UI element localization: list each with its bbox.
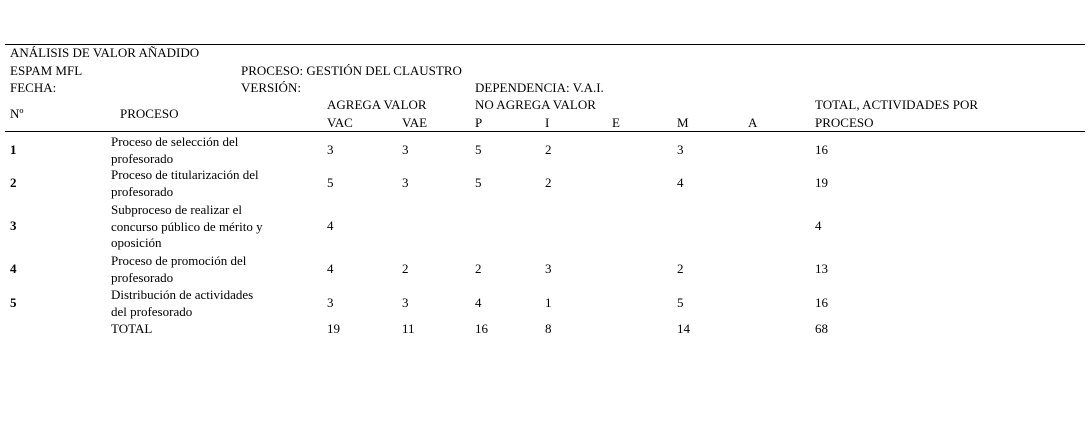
org: ESPAM MFL (10, 63, 83, 78)
process-name: profesorado (111, 183, 174, 199)
process-name: Distribución de actividades (111, 287, 254, 302)
row-number: 2 (10, 175, 17, 190)
total-value: 19 (327, 321, 340, 336)
title: ANÁLISIS DE VALOR AÑADIDO (10, 45, 200, 60)
col-header: VAC (327, 115, 353, 130)
cell-value: 3 (545, 261, 552, 276)
col-header: E (612, 115, 620, 130)
col-header: P (475, 115, 483, 130)
row-number: 3 (10, 218, 17, 233)
total-value: 14 (677, 321, 690, 336)
cell-value: 3 (402, 295, 409, 310)
cell-value: 4 (327, 261, 334, 276)
col-total: PROCESO (815, 115, 874, 130)
cell-value: 5 (475, 175, 482, 190)
process-name: profesorado (111, 150, 174, 166)
cell-value: 3 (327, 142, 334, 157)
col-total: TOTAL, ACTIVIDADES POR (815, 97, 979, 112)
total-value: 8 (545, 321, 552, 336)
col-header: I (545, 115, 550, 130)
version: VERSIÓN: (241, 80, 301, 95)
cell-value: 4 (475, 295, 482, 310)
cell-value: 4 (815, 218, 822, 233)
header-rule (5, 131, 1085, 132)
cell-value: 5 (327, 175, 334, 190)
row-number: 5 (10, 295, 17, 310)
group-noadd: NO AGREGA VALOR (475, 97, 596, 112)
cell-value: 13 (815, 261, 828, 276)
process-name: Proceso de promoción del (111, 253, 247, 268)
dependency: DEPENDENCIA: V.A.I. (475, 80, 604, 95)
row-number: 1 (10, 142, 17, 157)
cell-value: 2 (677, 261, 684, 276)
cell-value: 2 (402, 261, 409, 276)
row-number: 4 (10, 261, 17, 276)
total-value: 11 (402, 321, 415, 336)
process-name: Proceso de titularización del (111, 167, 259, 182)
col-header: VAE (402, 115, 428, 130)
cell-value: 1 (545, 295, 552, 310)
cell-value: 2 (475, 261, 482, 276)
process-name: Subproceso de realizar el (111, 202, 243, 217)
process: PROCESO: GESTIÓN DEL CLAUSTRO (241, 63, 462, 78)
process-name: concurso público de mérito y (111, 218, 263, 234)
col-process: PROCESO (120, 106, 179, 121)
cell-value: 5 (475, 142, 482, 157)
cell-value: 3 (677, 142, 684, 157)
cell-value: 2 (545, 175, 552, 190)
col-no: Nº (10, 106, 24, 121)
date: FECHA: (10, 80, 57, 95)
process-name: Proceso de selección del (111, 134, 239, 149)
total-value: 68 (815, 321, 828, 336)
process-name: oposición (111, 235, 162, 250)
cell-value: 2 (545, 142, 552, 157)
col-header: A (748, 115, 758, 130)
total-label: TOTAL (111, 321, 153, 336)
cell-value: 4 (677, 175, 684, 190)
col-header: M (677, 115, 689, 130)
process-name: profesorado (111, 269, 174, 285)
cell-value: 4 (327, 218, 334, 233)
process-name: del profesorado (111, 303, 193, 319)
cell-value: 3 (327, 295, 334, 310)
top-rule (5, 44, 1085, 45)
cell-value: 5 (677, 295, 684, 310)
total-value: 16 (475, 321, 488, 336)
cell-value: 19 (815, 175, 828, 190)
cell-value: 16 (815, 295, 828, 310)
cell-value: 3 (402, 142, 409, 157)
cell-value: 16 (815, 142, 828, 157)
group-add: AGREGA VALOR (327, 97, 427, 112)
cell-value: 3 (402, 175, 409, 190)
